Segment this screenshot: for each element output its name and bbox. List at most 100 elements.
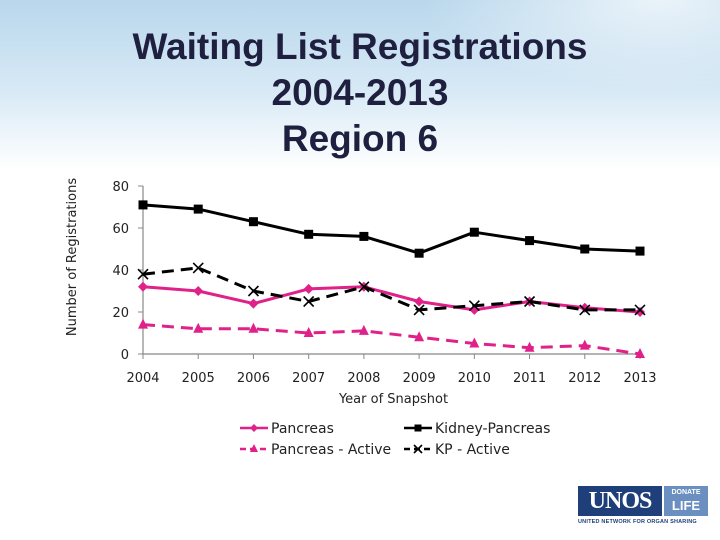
data-point-kidney-pancreas (138, 200, 148, 210)
data-point-pancreas-active (414, 331, 425, 342)
x-marker-stroke (579, 304, 591, 316)
legend-marker-pancreas (250, 424, 258, 432)
y-tick-label: 60 (112, 222, 129, 237)
data-point-kp-active (192, 262, 204, 274)
legend-marker-kp-active (413, 444, 423, 454)
x-marker-stroke (192, 262, 204, 274)
data-point-pancreas (635, 307, 645, 317)
data-point-kp-active (358, 281, 370, 293)
data-point-kp-active (468, 300, 480, 312)
series-pancreas (138, 281, 645, 317)
legend-entry-pancreas: Pancreas (240, 421, 334, 437)
chart-title-line-3: Region 6 (281, 118, 439, 159)
x-marker-stroke (247, 285, 260, 297)
legend-label-pancreas-active: Pancreas - Active (271, 442, 391, 458)
donate-life-badge-top: DONATE (671, 489, 701, 496)
data-point-pancreas-active (579, 339, 590, 350)
data-point-pancreas (193, 286, 204, 296)
donate-life-badge-bottom: LIFE (671, 498, 701, 513)
x-marker-stroke (634, 304, 646, 316)
x-tick-label: 2007 (292, 371, 325, 386)
x-tick-label: 2011 (513, 371, 546, 386)
x-marker-stroke (303, 295, 315, 308)
data-point-kidney-pancreas (580, 244, 590, 254)
legend-label-pancreas: Pancreas (271, 421, 334, 437)
data-point-pancreas-active (193, 322, 204, 333)
legend-entry-kidney-pancreas: Kidney-Pancreas (404, 421, 550, 437)
data-point-kp-active (634, 304, 646, 316)
data-point-pancreas-active (248, 322, 259, 333)
x-marker-stroke (523, 295, 536, 308)
data-point-pancreas (303, 283, 314, 294)
data-point-pancreas-active (524, 341, 535, 352)
chart-title-line-1: Waiting List Registrations (132, 26, 588, 67)
y-tick-label: 80 (112, 180, 129, 195)
series-pancreas-active (138, 318, 645, 358)
x-axis-title: Year of Snapshot (338, 392, 448, 407)
legend-entry-pancreas-active: Pancreas - Active (240, 442, 391, 458)
x-tick-label: 2013 (623, 371, 656, 386)
chart-title: Waiting List Registrations 2004-2013 Reg… (60, 24, 660, 162)
data-point-kp-active (247, 285, 260, 297)
y-tick-label: 0 (121, 348, 129, 363)
data-point-kidney-pancreas (635, 246, 645, 256)
series-line-kidney-pancreas (142, 203, 641, 255)
data-point-pancreas (414, 296, 425, 307)
chart-series-layer (137, 200, 646, 358)
banner-swoosh (420, 0, 720, 90)
data-point-pancreas-active (358, 324, 369, 335)
y-tick-label: 20 (112, 306, 129, 321)
y-tick-label: 40 (112, 264, 129, 279)
unos-logo-tagline: UNITED NETWORK FOR ORGAN SHARING (578, 519, 697, 525)
data-point-pancreas (248, 298, 259, 309)
x-marker-stroke (468, 300, 480, 312)
series-line-kp-active (142, 266, 640, 312)
series-line-pancreas-active (142, 323, 641, 356)
x-marker-stroke (413, 304, 425, 316)
chart-axes: 0 20 40 60 80 2004 2005 2006 2007 2008 2009 2010 201… (65, 178, 657, 407)
x-tick-label: 2005 (182, 371, 215, 386)
x-tick-label: 2010 (458, 371, 491, 386)
series-line-pancreas (142, 285, 641, 314)
donate-life-badge: DONATE LIFE (664, 486, 708, 516)
x-marker-stroke (137, 268, 149, 280)
data-point-kidney-pancreas (525, 236, 535, 246)
data-point-kidney-pancreas (304, 229, 314, 239)
data-point-kp-active (413, 304, 425, 316)
data-point-kidney-pancreas (414, 248, 424, 258)
unos-logo: UNOS DONATE LIFE UNITED NETWORK FOR ORGA… (578, 486, 710, 532)
data-point-kidney-pancreas (359, 231, 369, 241)
legend-marker-kidney-pancreas (414, 424, 422, 432)
series-kidney-pancreas (138, 200, 645, 258)
x-tick-label: 2006 (237, 371, 270, 386)
x-tick-label: 2012 (568, 371, 601, 386)
data-point-kidney-pancreas (248, 217, 258, 227)
legend-label-kidney-pancreas: Kidney-Pancreas (435, 421, 550, 437)
data-point-pancreas (138, 281, 148, 292)
x-tick-label: 2008 (347, 371, 380, 386)
y-axis-title: Number of Registrations (65, 178, 80, 336)
chart-title-line-2: 2004-2013 (271, 72, 449, 113)
data-point-kp-active (137, 268, 149, 280)
data-point-kidney-pancreas (193, 204, 203, 214)
legend-label-kp-active: KP - Active (435, 442, 510, 458)
x-marker-stroke (358, 281, 370, 293)
chart-legend: Pancreas Kidney-Pancreas Pancreas - Active… (240, 421, 550, 458)
data-point-pancreas-active (303, 327, 314, 337)
data-point-kp-active (579, 304, 591, 316)
data-point-pancreas-active (138, 318, 148, 329)
legend-marker-pancreas-active (250, 444, 258, 452)
x-tick-label: 2009 (403, 371, 436, 386)
data-point-pancreas-active (469, 337, 480, 348)
data-point-kidney-pancreas (469, 227, 479, 237)
data-point-pancreas-active (635, 348, 645, 358)
legend-entry-kp-active: KP - Active (404, 442, 510, 458)
x-marker-stroke (413, 444, 423, 454)
unos-logo-wordmark: UNOS (578, 486, 662, 516)
data-point-kp-active (523, 295, 536, 308)
data-point-kp-active (303, 295, 315, 308)
header-banner (0, 0, 720, 170)
series-kp-active (137, 262, 646, 316)
x-tick-label: 2004 (126, 371, 159, 386)
